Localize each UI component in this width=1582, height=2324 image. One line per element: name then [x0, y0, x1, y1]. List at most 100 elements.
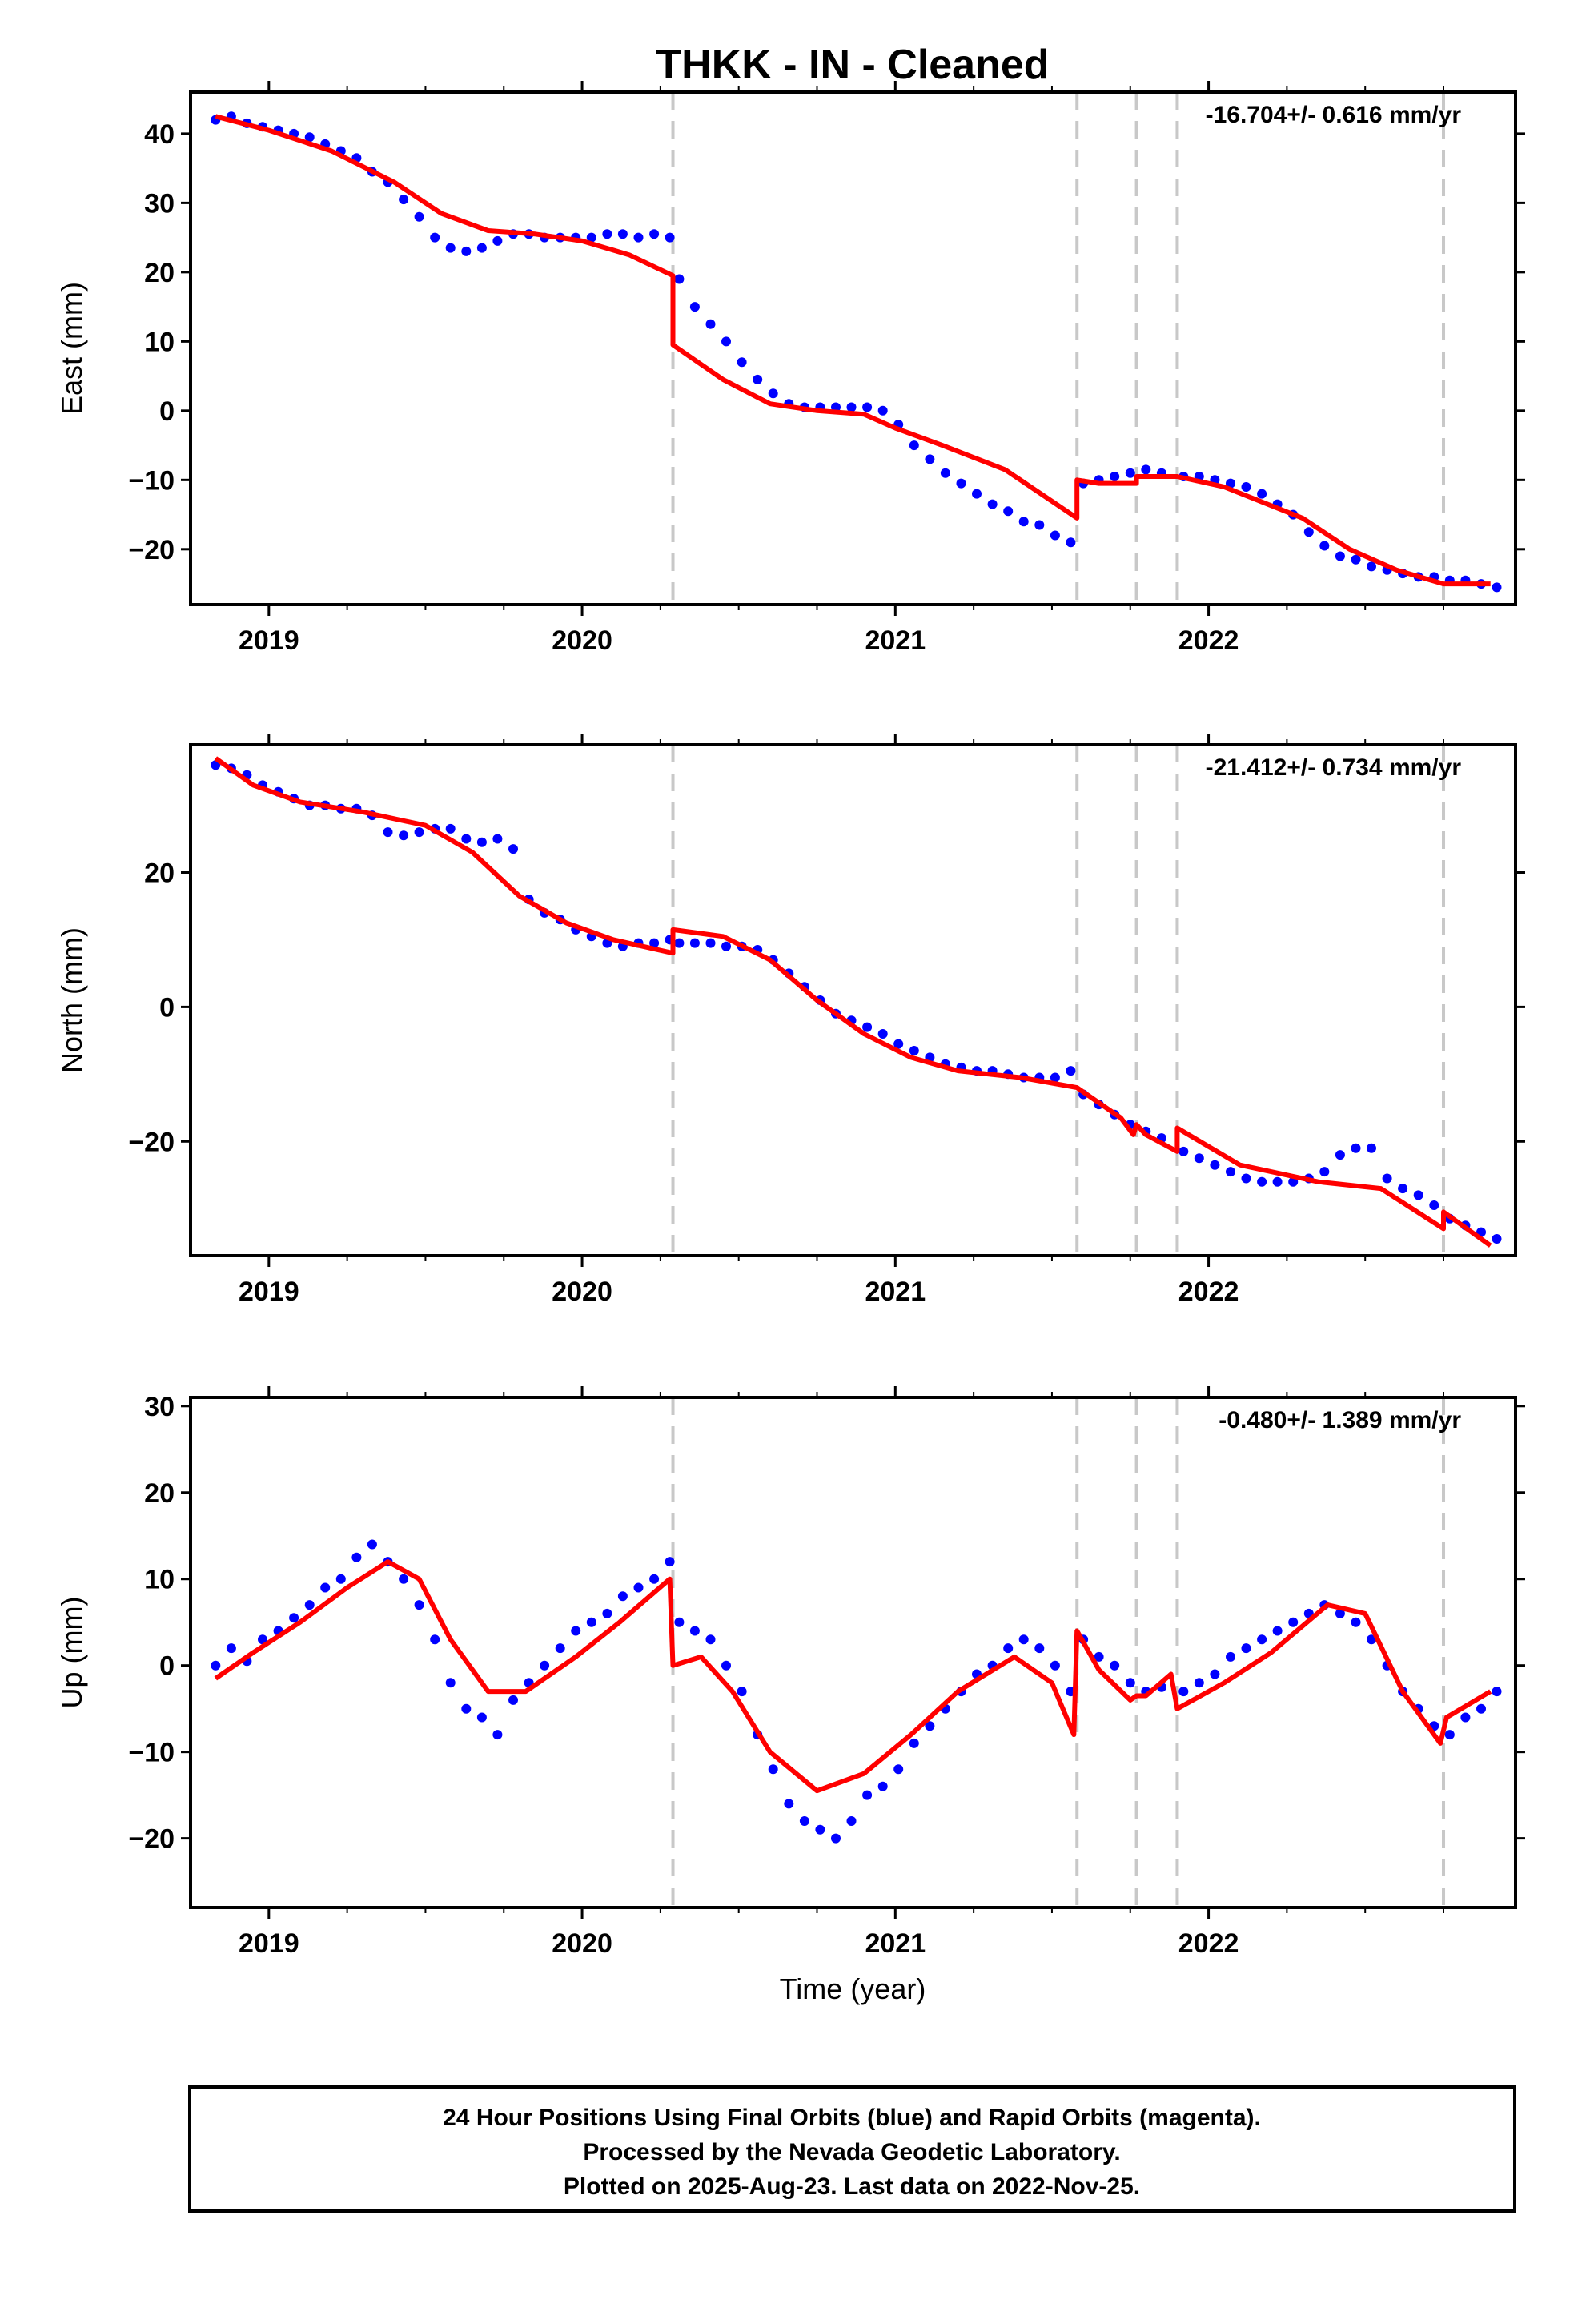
up-data-point — [877, 1781, 888, 1791]
east-data-point — [1303, 527, 1314, 537]
up-data-point — [862, 1790, 873, 1800]
east-data-point — [476, 243, 487, 253]
up-data-point — [367, 1539, 377, 1550]
north-data-point — [1398, 1184, 1408, 1194]
east-xtick-label: 2022 — [1178, 625, 1239, 656]
east-data-point — [665, 232, 675, 243]
east-data-point — [705, 319, 716, 329]
east-ytick-label: −10 — [128, 465, 175, 496]
north-data-point — [877, 1029, 888, 1039]
up-data-point — [508, 1695, 518, 1705]
north-plot-frame — [189, 743, 1517, 1257]
up-ytick-label: −10 — [128, 1738, 175, 1768]
footer-line-3: Plotted on 2025-Aug-23. Last data on 202… — [564, 2173, 1140, 2200]
up-ytick-label: 10 — [144, 1565, 175, 1595]
east-data-point — [862, 402, 873, 412]
east-data-point — [399, 195, 409, 205]
east-data-point — [846, 402, 857, 412]
east-xtick-label: 2019 — [239, 625, 299, 656]
up-ytick-label: 30 — [144, 1392, 175, 1422]
up-data-point — [304, 1600, 315, 1610]
north-data-point — [1367, 1143, 1376, 1153]
north-data-point — [492, 834, 503, 844]
east-data-point — [877, 405, 888, 416]
east-data-point — [737, 357, 747, 368]
east-data-point — [1125, 468, 1135, 478]
north-data-point — [1288, 1176, 1299, 1187]
north-data-point — [399, 830, 409, 841]
east-ytick-label: 20 — [144, 258, 175, 288]
north-data-point — [414, 827, 424, 838]
up-data-point — [1110, 1660, 1120, 1671]
up-data-point — [633, 1582, 644, 1593]
east-data-point — [1050, 530, 1060, 541]
up-data-point — [1094, 1651, 1104, 1662]
up-data-point — [1476, 1703, 1486, 1714]
north-data-point — [705, 938, 716, 948]
up-data-point — [1178, 1687, 1189, 1697]
north-data-point — [1257, 1176, 1267, 1187]
up-data-point — [540, 1660, 550, 1671]
north-data-point — [649, 938, 660, 948]
up-data-point — [705, 1634, 716, 1645]
up-model-group — [214, 1559, 1492, 1794]
north-ytick-label: 0 — [159, 992, 175, 1023]
east-data-point — [1492, 582, 1502, 593]
east-data-point — [925, 454, 935, 464]
east-ytick-label: −20 — [128, 535, 175, 565]
up-data-point — [586, 1617, 596, 1627]
north-data-point — [721, 941, 731, 951]
east-model-line — [215, 114, 1491, 587]
up-points — [211, 1539, 1502, 1844]
north-data-point — [1194, 1153, 1204, 1164]
up-panel: 30 20 10 0 −10 −20 2019 2020 2021 2022 Up (mm) -0… — [55, 1386, 1525, 1959]
up-data-point — [909, 1738, 919, 1748]
east-xtick-label: 2021 — [865, 625, 926, 656]
north-rate-label: -21.412+/- 0.734 mm/yr — [1206, 754, 1462, 781]
x-axis-label: Time (year) — [780, 1972, 926, 2005]
up-ylabel: Up (mm) — [55, 1597, 88, 1709]
east-data-point — [1003, 506, 1014, 517]
up-data-point — [320, 1582, 331, 1593]
footer-line-2: Processed by the Nevada Geodetic Laborat… — [583, 2139, 1120, 2165]
north-data-point — [1241, 1173, 1251, 1184]
up-data-point — [1335, 1608, 1345, 1618]
up-data-point — [768, 1764, 778, 1775]
up-xtick-label: 2022 — [1178, 1928, 1239, 1959]
up-data-point — [555, 1643, 565, 1654]
east-data-point — [1034, 520, 1045, 530]
east-data-point — [1141, 464, 1151, 475]
up-data-point — [617, 1591, 628, 1602]
up-ytick-label: 20 — [144, 1478, 175, 1509]
up-xtick-label: 2019 — [239, 1928, 299, 1959]
north-data-point — [1178, 1146, 1189, 1156]
east-ylabel: East (mm) — [55, 282, 88, 415]
east-data-point — [940, 468, 950, 478]
north-data-point — [1066, 1066, 1076, 1076]
east-data-point — [1351, 554, 1361, 565]
east-data-point — [445, 243, 456, 253]
north-data-point — [508, 844, 518, 854]
up-data-point — [1226, 1651, 1235, 1662]
up-data-point — [815, 1824, 825, 1835]
up-data-point — [784, 1799, 794, 1809]
east-data-point — [1335, 551, 1345, 561]
east-data-point — [956, 478, 966, 489]
up-data-point — [1194, 1678, 1204, 1688]
east-data-point — [909, 440, 919, 451]
east-data-point — [1018, 517, 1029, 527]
up-data-point — [1125, 1678, 1135, 1688]
east-plot-frame — [189, 90, 1517, 606]
up-data-point — [399, 1574, 409, 1584]
up-data-point — [665, 1557, 675, 1567]
east-data-point — [1257, 489, 1267, 499]
up-rate-label: -0.480+/- 1.389 mm/yr — [1219, 1407, 1461, 1433]
north-ytick-label: 20 — [144, 858, 175, 889]
up-data-point — [476, 1712, 487, 1723]
north-data-point — [383, 827, 393, 838]
east-data-point — [753, 374, 763, 384]
up-data-point — [689, 1626, 700, 1636]
up-data-point — [737, 1687, 747, 1697]
up-data-point — [846, 1816, 857, 1826]
north-ytick-label: −20 — [128, 1127, 175, 1157]
